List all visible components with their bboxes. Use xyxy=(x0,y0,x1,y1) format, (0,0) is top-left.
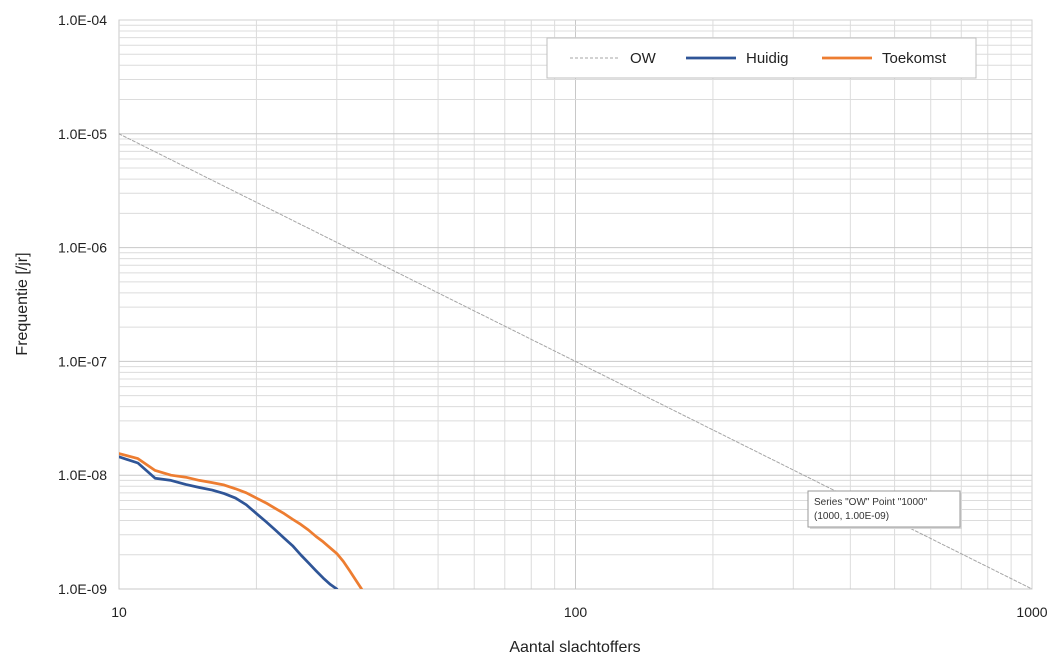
legend-label-ow: OW xyxy=(630,50,657,67)
y-tick-label: 1.0E-06 xyxy=(58,240,107,256)
tooltip-series-point: Series "OW" Point "1000" xyxy=(814,497,928,508)
y-tick-label: 1.0E-05 xyxy=(58,126,107,142)
x-axis-title: Aantal slachtoffers xyxy=(509,639,640,656)
series-line-toekomst[interactable] xyxy=(119,452,363,589)
x-tick-label: 1000 xyxy=(1016,604,1047,620)
x-tick-label: 100 xyxy=(564,604,588,620)
legend-label-toekomst: Toekomst xyxy=(882,50,947,67)
data-point-tooltip: Series "OW" Point "1000" (1000, 1.00E-09) xyxy=(807,490,962,529)
y-tick-label: 1.0E-04 xyxy=(58,12,107,28)
tick-labels: 10 100 1000 1.0E-09 1.0E-08 1.0E-07 1.0E-06 1.0… xyxy=(58,12,1048,620)
x-tick-label: 10 xyxy=(111,604,127,620)
legend-label-huidig: Huidig xyxy=(746,50,789,67)
y-tick-label: 1.0E-07 xyxy=(58,353,107,369)
y-tick-label: 1.0E-09 xyxy=(58,581,107,597)
legend-box xyxy=(546,37,977,79)
series-line-huidig[interactable] xyxy=(119,455,339,589)
tooltip-box xyxy=(807,490,961,528)
y-axis-title: Frequentie [/jr] xyxy=(14,252,31,355)
y-tick-label: 1.0E-08 xyxy=(58,467,107,483)
legend: OW Huidig Toekomst xyxy=(546,37,977,79)
tooltip-value: (1000, 1.00E-09) xyxy=(814,511,889,522)
